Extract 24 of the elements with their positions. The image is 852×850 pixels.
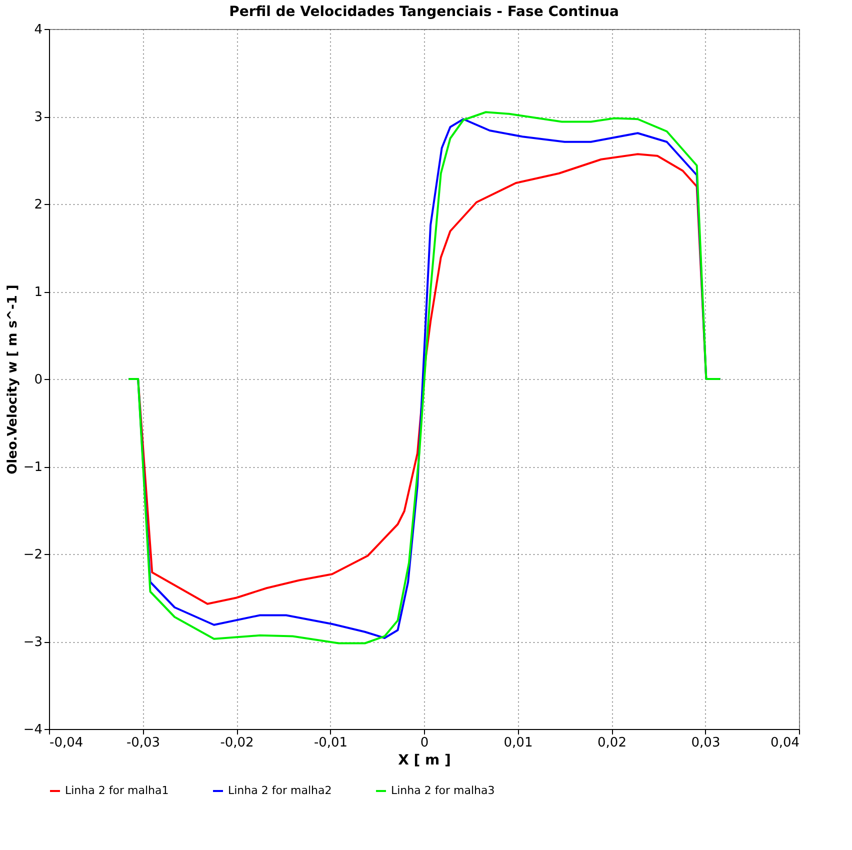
legend-label: Linha 2 for malha3 xyxy=(391,784,495,797)
y-tick-label: 3 xyxy=(34,110,42,125)
legend-label: Linha 2 for malha2 xyxy=(228,784,332,797)
x-tick-label: 0 xyxy=(420,736,429,750)
x-tick-label: 0,01 xyxy=(504,736,533,750)
y-tick-label: −2 xyxy=(23,548,42,562)
y-tick-label: 4 xyxy=(34,22,42,38)
chart-title: Perfil de Velocidades Tangenciais - Fase Continua xyxy=(229,4,619,20)
x-tick-label: 0,03 xyxy=(691,736,720,750)
y-tick-label: −4 xyxy=(23,722,42,738)
y-tick-label: 1 xyxy=(34,285,42,300)
x-tick-label: 0,04 xyxy=(770,736,800,750)
y-tick-label: 2 xyxy=(34,198,42,212)
legend-label: Linha 2 for malha1 xyxy=(65,784,169,797)
x-tick-label: -0,04 xyxy=(50,736,84,750)
x-tick-label: -0,02 xyxy=(220,736,254,750)
y-axis-title: Oleo.Velocity w [ m s^-1 ] xyxy=(5,284,20,474)
y-tick-label: 0 xyxy=(34,372,42,388)
y-tick-label: −3 xyxy=(23,635,42,650)
y-tick-label: −1 xyxy=(23,460,42,475)
x-tick-label: 0,02 xyxy=(598,736,626,750)
x-tick-label: -0,01 xyxy=(314,736,348,750)
x-tick-label: -0,03 xyxy=(126,736,160,750)
x-axis-title: X [ m ] xyxy=(398,752,451,768)
